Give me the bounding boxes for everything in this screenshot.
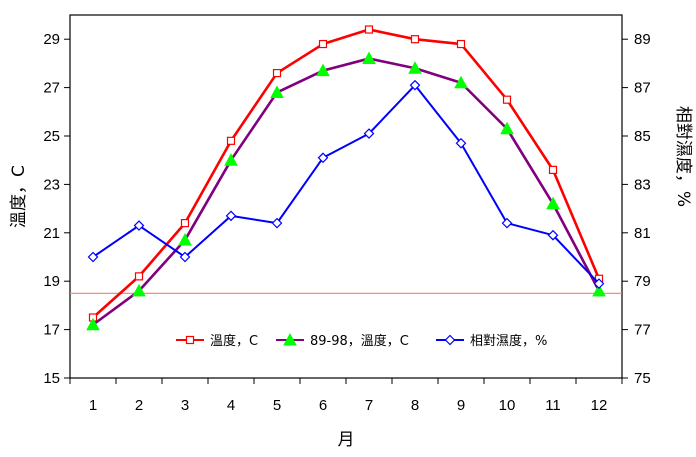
legend-item-2: 89-98，溫度，C: [276, 332, 409, 349]
data-point-triangle: [500, 121, 514, 135]
y-left-tick-label: 19: [43, 273, 60, 290]
series-line: [92, 84, 600, 285]
data-point-triangle: [546, 196, 560, 210]
data-point-triangle: [224, 153, 238, 166]
data-point-triangle: [454, 75, 468, 89]
data-point-square: [134, 272, 144, 281]
legend: 溫度，C 89-98，溫度，C 相對濕度，%: [176, 332, 547, 349]
data-point-diamond: [409, 79, 421, 91]
x-tick-label: 8: [411, 397, 419, 414]
plot-area-border: [69, 14, 623, 379]
data-point-square: [456, 39, 466, 49]
data-point-square: [364, 25, 374, 34]
y-axis-left-label: 溫度，C: [9, 165, 29, 228]
data-point-square: [318, 39, 328, 49]
x-tick-label: 11: [545, 397, 561, 414]
x-tick-label: 4: [227, 397, 235, 414]
data-point-triangle: [316, 63, 330, 77]
data-point-diamond: [225, 210, 237, 222]
data-point-diamond: [455, 137, 467, 149]
x-tick-label: 7: [365, 397, 373, 414]
data-point-square: [548, 165, 558, 174]
x-tick-label: 10: [499, 397, 516, 414]
x-tick-label: 12: [591, 397, 608, 414]
legend-label: 89-98，溫度，C: [310, 333, 409, 349]
legend-item-3: 相對濕度，%: [436, 333, 547, 349]
series-line: [92, 28, 601, 319]
series-line: [92, 57, 601, 326]
data-point-diamond: [179, 251, 191, 263]
data-point-triangle: [592, 283, 606, 297]
x-axis-label: 月: [338, 430, 355, 450]
plot-frame: [69, 14, 623, 379]
y-left-tick-label: 25: [43, 128, 60, 145]
x-tick-label: 1: [89, 397, 97, 414]
y-right-tick-label: 89: [634, 31, 651, 48]
x-tick-label: 6: [319, 397, 327, 414]
x-tick-label: 5: [273, 397, 281, 414]
data-point-triangle: [362, 51, 376, 65]
y-right-tick-label: 87: [634, 80, 651, 97]
y-left-tick-label: 23: [43, 176, 60, 193]
y-left-tick-label: 17: [43, 322, 60, 339]
legend-label: 溫度，C: [210, 333, 258, 349]
y-right-tick-label: 81: [634, 225, 651, 242]
data-point-square: [272, 68, 282, 78]
series-1: [88, 25, 604, 322]
y-right-tick-label: 85: [634, 128, 651, 145]
y-right-tick-label: 77: [634, 322, 651, 339]
data-point-square: [180, 219, 190, 228]
y-left-tick-label: 15: [43, 370, 60, 387]
x-tick-label: 3: [181, 397, 189, 414]
x-tick-label: 2: [135, 397, 143, 414]
data-point-diamond: [317, 152, 329, 164]
y-left-tick-label: 29: [43, 31, 60, 48]
data-point-triangle: [86, 317, 100, 331]
y-right-tick-label: 79: [634, 273, 651, 290]
data-point-diamond: [87, 251, 99, 263]
data-point-triangle: [408, 61, 422, 74]
data-point-square: [502, 95, 512, 104]
data-point-square: [410, 35, 420, 44]
x-tick-label: 9: [457, 397, 465, 414]
y-left-tick-label: 21: [43, 225, 60, 242]
data-point-triangle: [270, 85, 284, 98]
series-3: [87, 79, 605, 289]
legend-item-1: 溫度，C: [176, 333, 258, 349]
data-point-diamond: [271, 217, 283, 229]
data-point-triangle: [283, 332, 297, 346]
y-right-tick-label: 75: [634, 370, 651, 387]
data-point-diamond: [501, 217, 513, 229]
data-point-diamond: [593, 278, 605, 289]
series-2: [86, 51, 606, 331]
data-point-triangle: [178, 233, 192, 246]
data-point-diamond: [444, 334, 456, 346]
data-point-triangle: [132, 283, 146, 297]
y-right-tick-label: 83: [634, 176, 651, 193]
y-axis-right-label: 相對濕度，%: [673, 106, 693, 207]
data-point-diamond: [133, 220, 145, 231]
legend-label: 相對濕度，%: [470, 333, 547, 349]
data-point-square: [226, 136, 236, 145]
y-left-tick-label: 27: [43, 80, 60, 97]
data-point-diamond: [363, 128, 375, 139]
data-point-diamond: [547, 229, 559, 241]
data-point-square: [185, 335, 195, 345]
series-layer: [86, 25, 606, 331]
